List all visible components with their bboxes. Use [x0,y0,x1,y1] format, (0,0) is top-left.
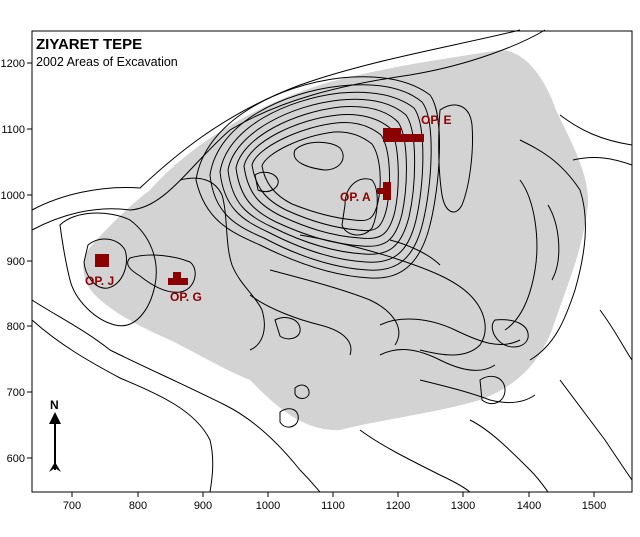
y-axis: 1200 1100 1000 900 800 700 600 [1,58,32,465]
x-tick-label: 1300 [451,500,475,512]
x-tick-label: 700 [63,500,81,512]
north-arrow: N [49,398,61,472]
x-tick-label: 1400 [517,500,541,512]
x-tick-label: 1200 [386,500,410,512]
y-tick-label: 1200 [1,58,25,70]
map-title: ZIYARET TEPE [36,36,142,53]
trenches [95,128,424,285]
trench-op-j [95,254,109,267]
mound-contours [195,76,440,279]
trench-op-g [168,278,188,285]
terrain-contours [31,29,633,493]
north-arrow-label: N [50,398,59,412]
trench-op-g-step [173,272,181,279]
x-tick-label: 900 [194,500,212,512]
y-tick-label: 800 [7,321,25,333]
map-subtitle: 2002 Areas of Excavation [36,55,178,69]
y-tick-label: 1000 [1,190,25,202]
x-tick-label: 800 [129,500,147,512]
y-tick-label: 700 [7,387,25,399]
trench-op-a [383,182,391,200]
x-tick-label: 1500 [582,500,606,512]
op-label-a: OP. A [340,190,371,204]
op-label-e: OP. E [421,113,451,127]
trench-op-a-step [377,188,384,194]
y-tick-label: 900 [7,256,25,268]
north-arrow-tail [49,462,61,472]
y-tick-label: 600 [7,453,25,465]
op-label-j: OP. J [85,274,114,288]
trench-op-e [383,128,401,142]
x-tick-label: 1000 [256,500,280,512]
trench-op-e-extension [400,134,424,142]
x-axis: 700 800 900 1000 1100 1200 1300 1400 150… [63,492,606,512]
y-tick-label: 1100 [1,124,25,136]
north-arrow-head [49,412,61,424]
op-label-g: OP. G [170,290,202,304]
x-tick-label: 1100 [321,500,345,512]
